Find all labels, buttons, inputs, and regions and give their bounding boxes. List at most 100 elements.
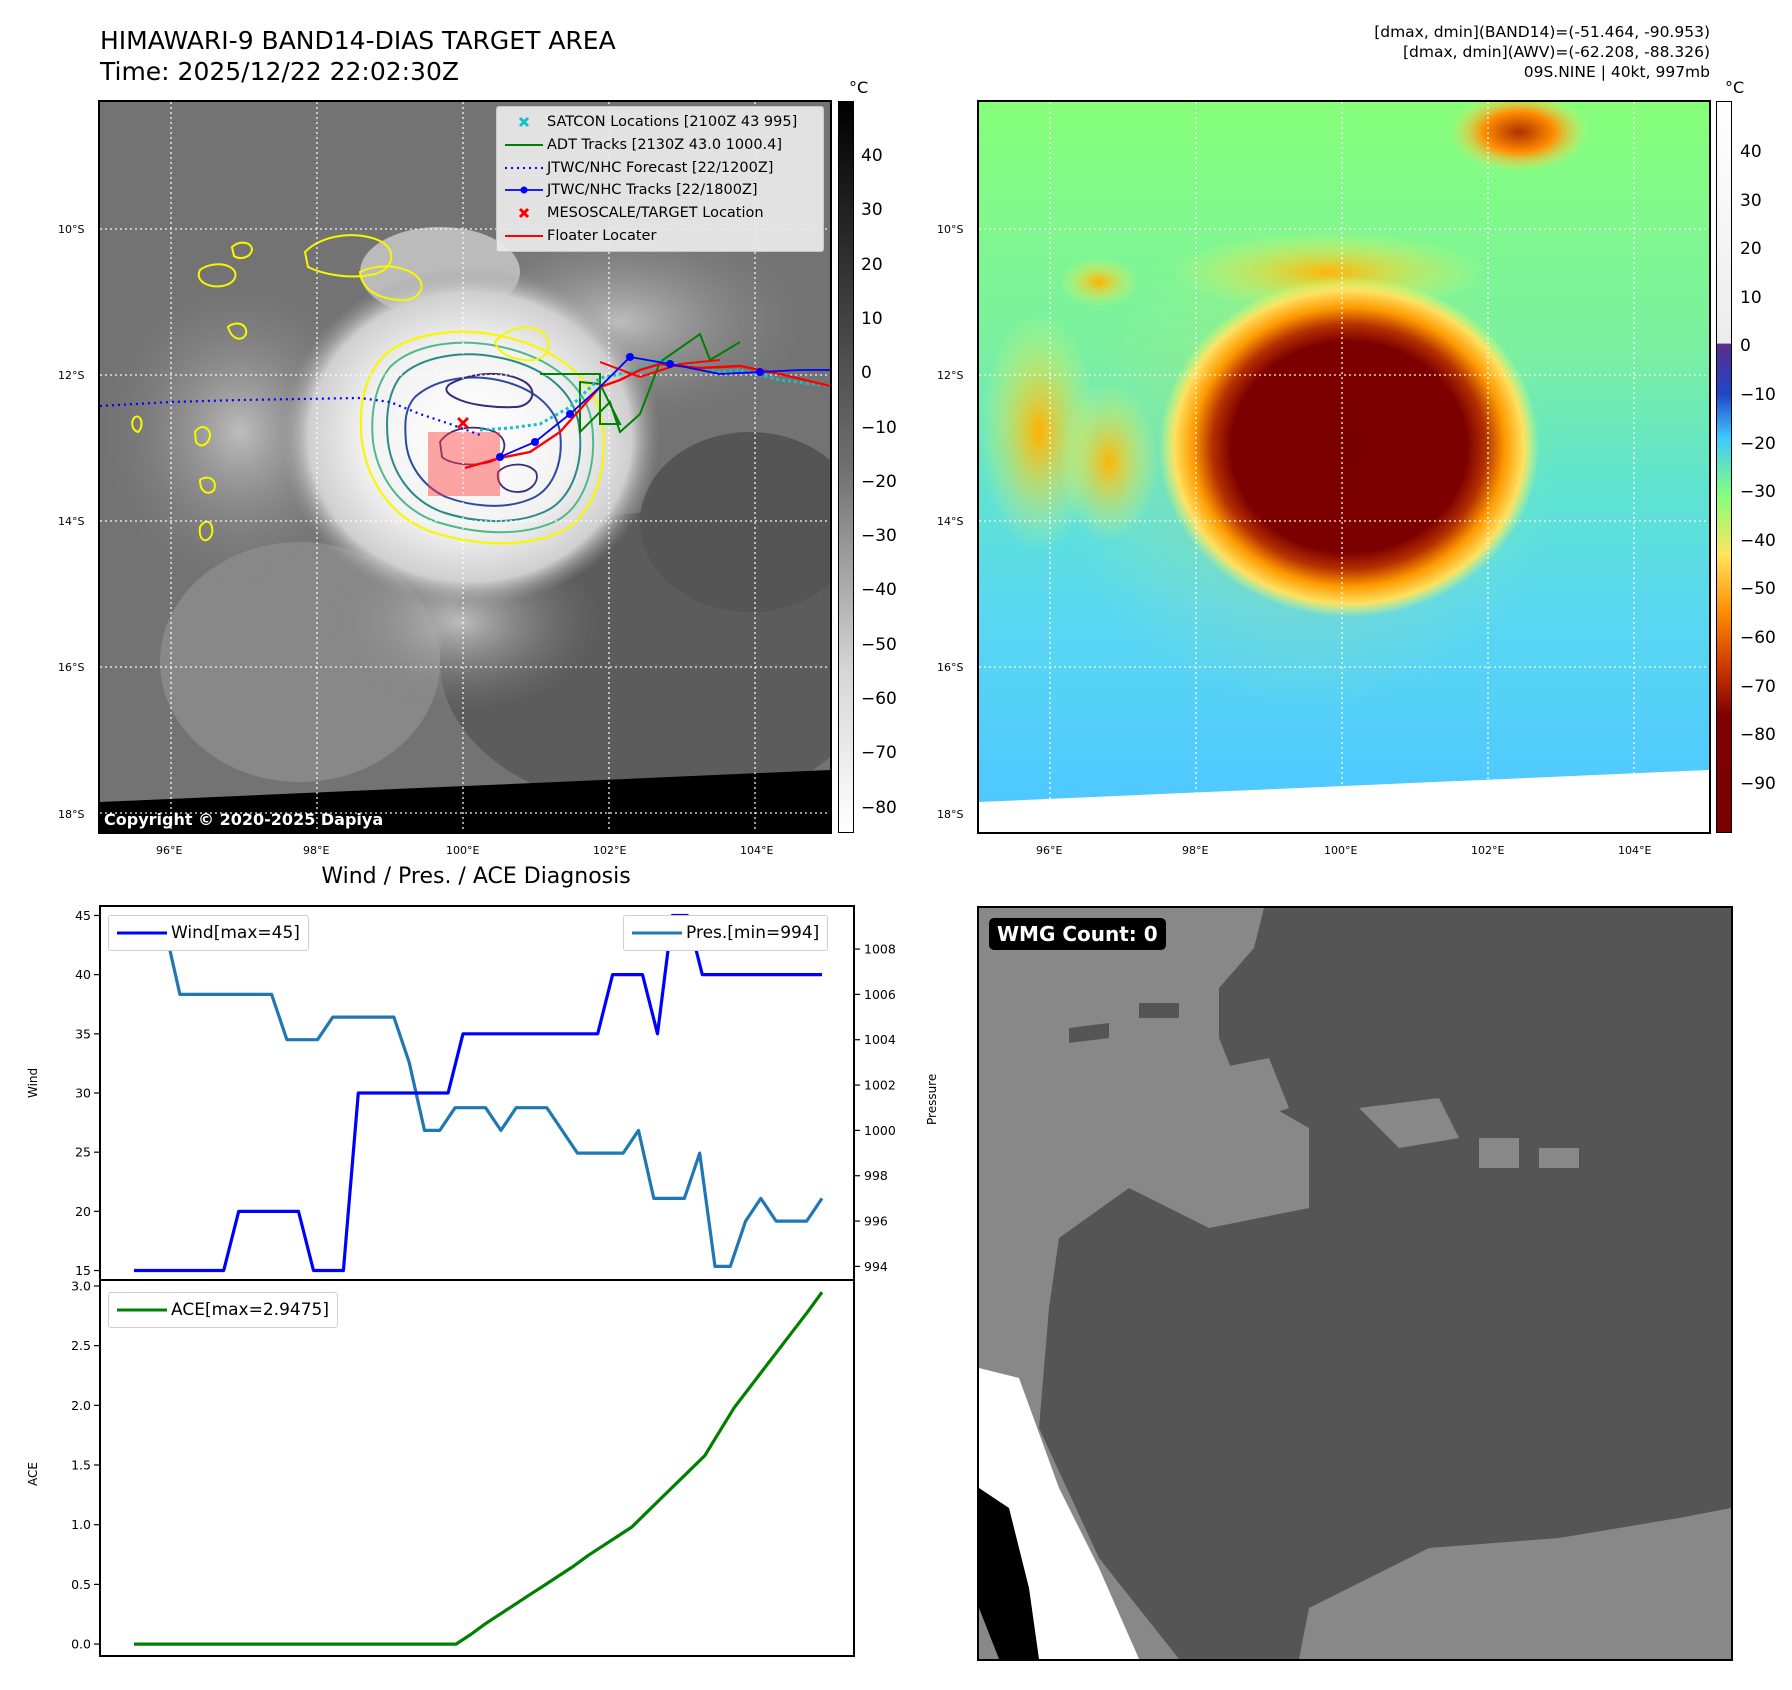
pressure-legend: Pres.[min=994] [623,915,829,951]
ace-line [134,1291,824,1646]
colorbar-tick-label: −60 [1740,628,1776,648]
lat-label-left: 10°S [58,223,85,236]
ace-legend-label: ACE[max=2.9475] [171,1300,329,1320]
storm-summary: 09S.NINE | 40kt, 997mb [1523,63,1710,81]
lon-label-left: 104°E [740,844,774,857]
legend-label: MESOSCALE/TARGET Location [547,205,764,222]
colorbar-tick-label: −30 [1740,482,1776,503]
y-tick-label: 0.0 [71,1637,91,1652]
lon-label-left: 98°E [303,844,330,857]
band14-stats: [dmax, dmin](BAND14)=(-51.464, -90.953) [1374,23,1710,41]
colorbar-tick-label: −90 [1740,773,1776,794]
legend-item-satcon: SATCON Locations [2100Z 43 995] [503,111,815,134]
colorbar-tick-label: −10 [861,417,897,438]
pressure-legend-label: Pres.[min=994] [686,923,820,943]
colorbar-tick-label: −10 [1740,385,1776,405]
colorbar-right [1716,101,1732,833]
awv-colorized-map[interactable] [977,100,1711,834]
wind-legend-label: Wind[max=45] [171,923,300,943]
lon-label-right: 98°E [1182,844,1209,857]
y-tick-label: 1006 [864,987,896,1002]
pressure-line-icon [632,931,682,935]
lat-label-right: 14°S [937,515,964,528]
ace-axes [99,1279,855,1657]
pressure-axis-label: Pressure [925,1073,939,1125]
y-tick-label: 0.5 [71,1577,91,1592]
wind-line-icon [117,931,167,935]
y-tick-label: 35 [75,1026,91,1041]
lat-label-right: 18°S [937,808,964,821]
wind-axis-label: Wind [26,1067,40,1098]
colorbar-tick-label: 20 [861,254,883,275]
legend-label: ADT Tracks [2130Z 43.0 1000.4] [547,137,783,154]
lon-label-left: 96°E [156,844,183,857]
y-tick-label: 1002 [864,1078,896,1093]
colorbar-tick-label: 0 [1740,336,1751,357]
legend-label: Floater Locater [547,227,657,244]
legend-label: JTWC/NHC Forecast [22/1200Z] [547,159,774,176]
legend-item-forecast: JTWC/NHC Forecast [22/1200Z] [503,156,815,179]
lat-label-left: 16°S [58,661,85,674]
colorbar-tick-label: 30 [861,200,883,221]
legend-label: SATCON Locations [2100Z 43 995] [547,114,798,131]
colorbar-tick-label: −20 [861,471,897,492]
colorbar-tick-label: 40 [861,146,883,166]
adt-line-icon [505,144,543,147]
map-legend: SATCON Locations [2100Z 43 995] ADT Trac… [496,106,824,253]
tracks-line-dot-icon [505,186,543,194]
legend-item-adt: ADT Tracks [2130Z 43.0 1000.4] [503,134,815,157]
y-tick-label: 1.5 [71,1458,91,1473]
diagnosis-title: Wind / Pres. / ACE Diagnosis [321,864,631,889]
wind-legend: Wind[max=45] [108,915,309,951]
colorbar-tick-label: −20 [1740,433,1776,454]
satcon-x-icon [518,117,530,128]
ir-map-image [100,102,830,832]
wmg-image [979,908,1731,1659]
y-tick-label: 1.0 [71,1517,91,1532]
lat-label-right: 12°S [937,369,964,382]
colorbar-tick-label: 0 [861,363,872,384]
colorbar-tick-label: −40 [861,580,897,601]
colorbar-tick-label: 10 [1740,287,1762,308]
colorbar-tick-label: −60 [861,689,897,709]
colorbar-tick-label: −70 [861,743,897,764]
floater-line-icon [505,234,543,237]
lon-label-left: 102°E [593,844,627,857]
colorbar-tick-label: −40 [1740,530,1776,551]
ace-line-icon [117,1308,167,1312]
pressure-line [134,924,824,1268]
lat-label-right: 10°S [937,223,964,236]
wmg-count-badge: WMG Count: 0 [989,918,1166,950]
y-tick-label: 998 [864,1168,888,1183]
lon-label-right: 100°E [1324,844,1358,857]
y-tick-label: 1000 [864,1123,896,1138]
copyright-notice: Copyright © 2020-2025 Dapiya [104,810,384,829]
lon-label-left: 100°E [446,844,480,857]
y-tick-label: 20 [75,1204,91,1219]
wmg-panel[interactable] [977,906,1733,1661]
diagnosis-chart: 15 20 25 30 35 40 45 994 996 998 1000 1002 1004 1006 1… [71,905,896,1657]
lon-label-right: 96°E [1036,844,1063,857]
target-x-icon [518,208,530,219]
colorbar-unit-left: °C [849,78,869,97]
colorbar-tick-label: −70 [1740,676,1776,697]
y-tick-label: 15 [75,1263,91,1278]
ace-axis-label: ACE [26,1462,40,1486]
colorbar-tick-label: 40 [1740,142,1762,162]
colorbar-tick-label: 30 [1740,190,1762,211]
y-tick-label: 2.5 [71,1338,91,1353]
ir-satellite-map[interactable]: Copyright © 2020-2025 Dapiya [98,100,832,834]
awv-map-image [979,102,1709,832]
colorbar-tick-label: −50 [1740,579,1776,600]
y-tick-label: 2.0 [71,1398,91,1413]
y-tick-label: 1008 [864,942,896,957]
y-tick-label: 30 [75,1086,91,1101]
colorbar-tick-label: −30 [861,526,897,547]
colorbar-unit-right: °C [1725,78,1745,97]
colorbar-tick-label: 20 [1740,239,1762,260]
lat-label-left: 14°S [58,515,85,528]
colorbar-tick-label: −50 [861,634,897,655]
y-tick-label: 25 [75,1145,91,1160]
y-tick-label: 996 [864,1214,888,1229]
legend-item-floater: Floater Locater [503,224,815,247]
